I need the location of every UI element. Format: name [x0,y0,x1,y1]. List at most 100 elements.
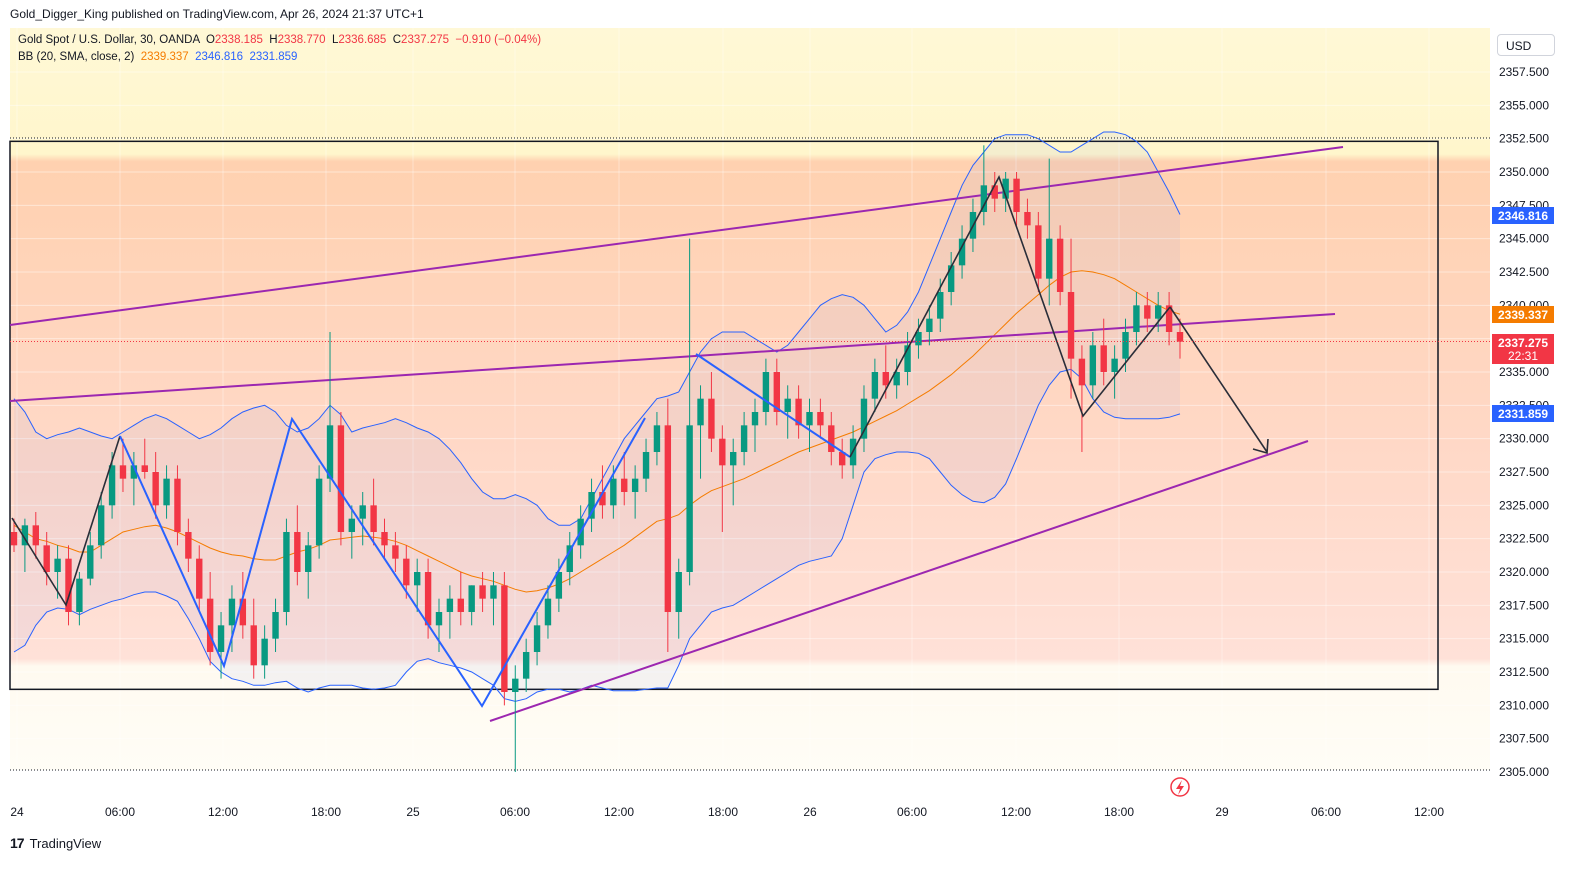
candle-body [860,398,868,439]
candle-body [882,372,889,386]
candle-body [76,578,83,612]
y-tick-label: 2352.500 [1499,132,1549,146]
bb-title[interactable]: BB (20, SMA, close, 2) [18,51,135,63]
candle-body [206,598,214,652]
candle-body [490,585,497,599]
currency-button[interactable]: USD [1497,34,1555,56]
x-tick-label: 12:00 [604,805,634,819]
lower-band-badge-bg [1492,405,1554,422]
candle-body [991,185,998,199]
lower-band-badge: 2331.859 [1498,407,1548,421]
y-tick-label: 2305.000 [1499,765,1549,779]
y-tick-label: 2350.000 [1499,165,1549,179]
zigzag-dark-right[interactable] [849,175,1171,458]
candle-body [697,398,704,426]
candle-body [740,425,748,452]
candles [10,145,1184,772]
candle-body [621,478,628,492]
y-tick-label: 2330.000 [1499,432,1549,446]
candle-body [1024,212,1031,226]
candle-body [947,265,955,292]
candle-body [185,532,192,559]
candle-body [250,625,257,666]
forecast-arrow-line[interactable] [1169,306,1268,453]
time-axis[interactable]: 24 06:00 12:00 18:00 25 06:00 12:00 18:00 26 06:0… [10,805,1444,819]
candle-body [631,478,639,492]
candle-body [413,572,421,586]
x-tick-label: 18:00 [708,805,738,819]
candle-body [152,472,159,506]
symbol-legend: Gold Spot / U.S. Dollar, 30, OANDA O2338… [18,34,541,46]
candle-body [163,478,170,506]
candle-body [664,425,672,612]
x-tick-label: 06:00 [1311,805,1341,819]
candle-body [784,398,791,412]
middle-channel-line[interactable] [9,313,1336,402]
bb-basis-line [13,270,1181,593]
candle-body [130,465,138,479]
grid [10,28,1490,773]
candle-body [1133,305,1140,332]
candle-body [501,585,508,692]
tradingview-mark-icon: 17 [10,835,25,851]
candle-body [392,545,399,559]
lower-channel-line[interactable] [489,440,1309,722]
zigzag-blue-left[interactable] [119,416,646,708]
publisher-line: Gold_Digger_King published on TradingVie… [10,7,424,21]
candle-body [479,585,486,599]
upper-channel-line[interactable] [9,146,1344,326]
candle-body [435,612,443,626]
x-tick-label: 26 [803,805,817,819]
forecast-arrow-head [1252,438,1269,455]
x-tick-label: 12:00 [208,805,238,819]
candle-body [1144,305,1151,319]
channel-lines[interactable] [9,146,1344,722]
bb-legend: BB (20, SMA, close, 2) 2339.337 2346.816… [18,51,297,63]
candle-body [806,412,813,426]
candle-body [424,572,432,626]
bb-upper-value: 2346.816 [195,51,244,63]
candle-body [751,412,759,426]
y-tick-label: 2355.000 [1499,98,1549,112]
candle-body [1122,332,1129,359]
bb-basis-value: 2339.337 [140,51,189,63]
candle-body [773,372,781,412]
candle-body [108,465,116,506]
symbol-title[interactable]: Gold Spot / U.S. Dollar, 30, OANDA [18,34,200,46]
candle-body [196,558,203,599]
zigzag-blue-mid[interactable] [695,353,851,458]
candle-body [283,532,290,612]
x-tick-label: 06:00 [897,805,927,819]
y-tick-label: 2325.000 [1499,498,1549,512]
pattern-drawings[interactable] [11,175,1269,708]
y-tick-label: 2327.500 [1499,465,1549,479]
ohlc-change: −0.910 (−0.04%) [455,34,542,46]
x-tick-label: 29 [1215,805,1229,819]
y-tick-label: 2322.500 [1499,532,1549,546]
range-box[interactable] [9,140,1439,691]
y-tick-label: 2317.500 [1499,598,1549,612]
candle-body [926,318,933,332]
candle-body [838,452,846,466]
zigzag-dark-left[interactable] [11,435,121,607]
tradingview-logo[interactable]: 17 TradingView [10,835,101,851]
candle-body [337,425,345,532]
candle-body [239,598,247,626]
y-tick-label: 2357.500 [1499,65,1549,79]
candle-body [54,558,61,572]
candle-body [446,598,454,612]
candle-body [1035,225,1042,279]
candle-body [686,425,693,572]
basis-badge: 2339.337 [1498,308,1548,322]
candle-body [937,292,944,319]
y-tick-label: 2310.000 [1499,698,1549,712]
candle-body [512,678,519,692]
x-tick-label: 06:00 [105,805,135,819]
candle-body [1155,305,1162,319]
candle-body [915,332,922,346]
lightning-icon[interactable] [1170,777,1190,797]
bollinger-bands [13,131,1181,702]
candle-body [1013,178,1020,212]
candle-body [65,558,72,612]
